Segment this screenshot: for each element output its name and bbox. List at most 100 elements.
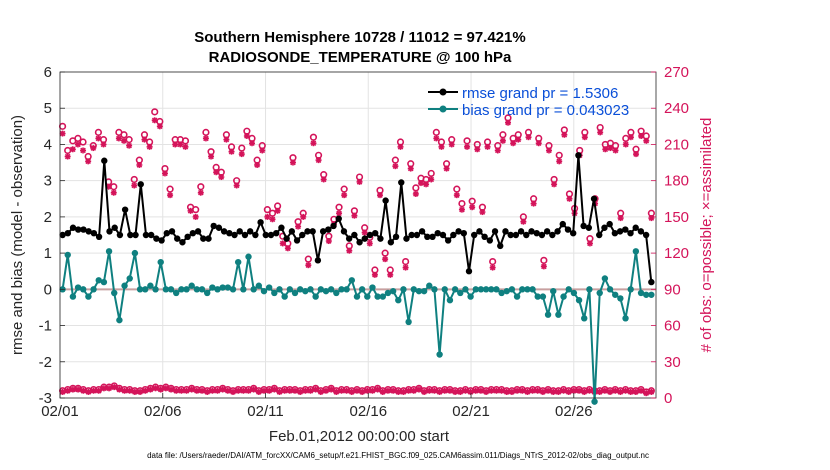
obs-assimilated-marker bbox=[530, 200, 537, 207]
obs-assimilated-marker bbox=[325, 238, 332, 245]
obs-assimilated-marker bbox=[162, 385, 169, 392]
obs-assimilated-marker bbox=[230, 388, 237, 395]
obs-assimilated-marker bbox=[415, 386, 422, 393]
rmse-point bbox=[413, 231, 421, 239]
obs-assimilated-stroke bbox=[64, 153, 71, 160]
bias-point bbox=[358, 286, 366, 293]
y-left-tick-label: 0 bbox=[44, 281, 52, 298]
obs-assimilated-stroke bbox=[157, 123, 163, 130]
obs-assimilated-stroke bbox=[510, 140, 516, 147]
obs-assimilated-marker bbox=[59, 388, 66, 395]
rmse-point bbox=[101, 157, 108, 164]
obs-assimilated-stroke bbox=[173, 387, 180, 394]
obs-assimilated-marker bbox=[443, 165, 450, 172]
obs-assimilated-stroke bbox=[199, 387, 205, 394]
obs-assimilated-marker bbox=[448, 141, 455, 148]
obs-assimilated-stroke bbox=[249, 140, 255, 147]
obs-assimilated-marker bbox=[505, 119, 512, 126]
obs-assimilated-stroke bbox=[228, 148, 235, 155]
obs-assimilated-marker bbox=[356, 178, 363, 185]
obs-assimilated-stroke bbox=[85, 389, 92, 395]
obs-assimilated-stroke bbox=[279, 240, 286, 247]
rmse-point bbox=[361, 235, 368, 242]
obs-assimilated-stroke bbox=[100, 141, 107, 148]
obs-assimilated-stroke bbox=[305, 262, 312, 269]
rmse-point bbox=[444, 237, 452, 244]
obs-assimilated-stroke bbox=[467, 389, 474, 395]
rmse-point bbox=[205, 235, 212, 242]
bias-point bbox=[457, 289, 464, 297]
obs-assimilated-stroke bbox=[459, 206, 465, 213]
obs-assimilated-stroke bbox=[524, 389, 531, 395]
x-tick-label: 02/06 bbox=[144, 403, 182, 420]
rmse-point bbox=[538, 231, 546, 239]
obs-assimilated-stroke bbox=[142, 387, 149, 394]
rmse-point bbox=[142, 231, 150, 239]
obs-assimilated-marker bbox=[366, 240, 373, 247]
rmse-point bbox=[345, 235, 353, 242]
obs-assimilated-marker bbox=[390, 387, 397, 394]
obs-assimilated-marker bbox=[240, 387, 247, 394]
obs-assimilated-stroke bbox=[464, 144, 470, 150]
rmse-point bbox=[252, 231, 259, 239]
obs-assimilated-stroke bbox=[638, 387, 644, 394]
y-right-tick-label: 90 bbox=[664, 281, 681, 298]
obs-assimilated-stroke bbox=[302, 387, 309, 394]
rmse-point bbox=[288, 228, 296, 235]
obs-assimilated-stroke bbox=[633, 389, 639, 395]
obs-assimilated-stroke bbox=[290, 159, 296, 166]
obs-assimilated-stroke bbox=[238, 151, 245, 157]
rmse-point bbox=[330, 222, 337, 230]
obs-assimilated-stroke bbox=[525, 134, 532, 141]
bias-point bbox=[570, 289, 578, 297]
obs-assimilated-stroke bbox=[197, 189, 204, 196]
rmse-point bbox=[236, 228, 243, 235]
x-tick-label: 02/21 bbox=[452, 403, 490, 420]
obs-assimilated-marker bbox=[410, 387, 417, 394]
obs-assimilated-stroke bbox=[586, 387, 593, 394]
obs-assimilated-stroke bbox=[230, 389, 236, 395]
obs-assimilated-marker bbox=[276, 388, 283, 395]
obs-possible-marker bbox=[453, 185, 461, 193]
obs-assimilated-stroke bbox=[441, 387, 448, 394]
bias-point bbox=[229, 286, 237, 293]
bias-point bbox=[426, 282, 433, 289]
obs-assimilated-marker bbox=[586, 387, 593, 394]
y-left-tick-label: 5 bbox=[44, 100, 52, 117]
rmse-point bbox=[554, 228, 561, 235]
bias-point bbox=[431, 286, 438, 293]
rmse-point bbox=[309, 228, 316, 235]
obs-assimilated-marker bbox=[607, 145, 614, 152]
obs-possible-marker bbox=[151, 108, 159, 116]
obs-assimilated-marker bbox=[80, 387, 87, 394]
obs-assimilated-marker bbox=[525, 134, 532, 141]
obs-assimilated-stroke bbox=[69, 146, 76, 153]
obs-assimilated-marker bbox=[286, 387, 293, 394]
obs-assimilated-marker bbox=[85, 388, 92, 395]
bias-point bbox=[338, 286, 345, 293]
obs-assimilated-marker bbox=[320, 176, 327, 183]
obs-assimilated-marker bbox=[208, 153, 215, 160]
obs-assimilated-marker bbox=[188, 386, 195, 393]
bias-point bbox=[369, 284, 376, 291]
bias-point bbox=[441, 286, 448, 293]
obs-assimilated-marker bbox=[204, 388, 211, 395]
obs-assimilated-stroke bbox=[90, 387, 97, 394]
obs-assimilated-marker bbox=[146, 143, 153, 150]
obs-assimilated-marker bbox=[441, 387, 448, 394]
obs-assimilated-marker bbox=[405, 387, 412, 394]
obs-assimilated-stroke bbox=[116, 135, 122, 142]
x-tick-label: 02/26 bbox=[555, 403, 593, 420]
bias-point bbox=[219, 284, 226, 291]
rmse-point bbox=[127, 231, 134, 239]
obs-assimilated-stroke bbox=[64, 387, 71, 394]
rmse-point bbox=[226, 229, 233, 237]
obs-assimilated-marker bbox=[333, 388, 340, 395]
obs-assimilated-marker bbox=[85, 158, 92, 165]
obs-assimilated-stroke bbox=[638, 133, 644, 139]
bias-point bbox=[581, 315, 588, 322]
obs-assimilated-marker bbox=[80, 147, 87, 154]
obs-possible-marker bbox=[304, 255, 312, 263]
obs-assimilated-stroke bbox=[213, 169, 219, 176]
rmse-point bbox=[611, 229, 619, 237]
